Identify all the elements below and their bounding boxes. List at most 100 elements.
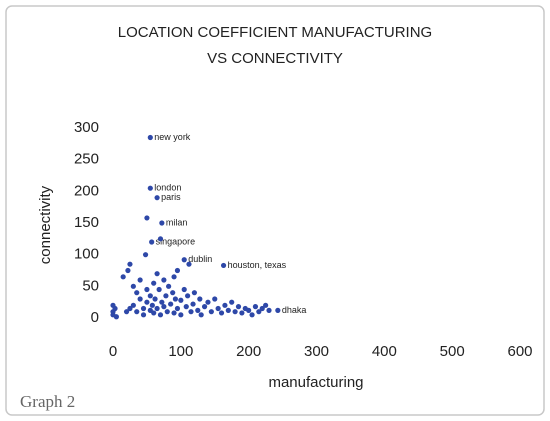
point <box>171 274 177 280</box>
point <box>161 277 167 283</box>
point <box>201 304 208 310</box>
point <box>142 252 149 258</box>
point <box>113 314 119 320</box>
point <box>256 309 262 315</box>
y-tick-label: 50 <box>82 277 99 294</box>
point <box>144 215 150 221</box>
point <box>149 239 155 245</box>
point <box>171 310 177 316</box>
point <box>134 309 140 315</box>
point <box>174 305 181 312</box>
x-axis-label: manufacturing <box>268 374 363 391</box>
point <box>163 293 169 299</box>
point <box>266 307 272 313</box>
point <box>157 236 164 242</box>
point-label: dublin <box>188 254 212 264</box>
point-label: milan <box>166 217 188 227</box>
y-tick-label: 200 <box>74 182 99 199</box>
point <box>137 296 143 302</box>
x-tick-label: 500 <box>440 343 465 360</box>
point <box>147 134 153 141</box>
point <box>263 302 269 308</box>
point <box>159 299 165 305</box>
point <box>152 296 158 302</box>
point <box>195 307 201 313</box>
point <box>220 262 227 269</box>
point <box>127 305 133 312</box>
y-tick-label: 100 <box>74 246 99 263</box>
frame <box>5 5 545 416</box>
point <box>168 301 174 307</box>
point <box>188 309 194 315</box>
point <box>159 220 165 226</box>
point <box>275 307 281 313</box>
point <box>178 312 184 318</box>
point <box>235 304 242 310</box>
point-label: dhaka <box>282 305 307 315</box>
point <box>198 312 204 318</box>
point <box>125 267 131 274</box>
point <box>166 283 172 289</box>
point <box>215 305 221 312</box>
point-label: singapore <box>156 236 196 246</box>
point <box>170 290 176 296</box>
point <box>164 309 170 315</box>
point <box>144 286 150 293</box>
point <box>161 304 167 310</box>
point <box>151 310 157 316</box>
x-tick-label: 200 <box>236 343 261 360</box>
point <box>181 257 187 263</box>
x-tick-label: 400 <box>372 343 397 360</box>
point <box>208 309 214 315</box>
point <box>151 280 157 286</box>
y-tick-label: 250 <box>74 151 99 168</box>
point <box>144 299 150 305</box>
point <box>252 304 259 310</box>
point <box>229 299 235 305</box>
point <box>239 310 245 316</box>
point <box>156 286 162 293</box>
point <box>134 290 140 296</box>
point <box>137 277 143 283</box>
point <box>157 312 164 318</box>
point <box>191 290 197 296</box>
point <box>147 185 153 191</box>
point <box>186 261 192 267</box>
y-axis-label: connectivity <box>37 185 54 264</box>
caption: Graph 2 <box>20 392 75 411</box>
point-label: new york <box>154 132 191 142</box>
x-tick-label: 300 <box>304 343 329 360</box>
point <box>130 302 136 308</box>
point <box>197 296 203 302</box>
point <box>149 302 155 308</box>
point <box>181 286 187 293</box>
y-tick-label: 300 <box>74 119 99 136</box>
x-tick-label: 600 <box>507 343 532 360</box>
point <box>218 310 225 316</box>
point <box>183 304 189 310</box>
point <box>154 271 160 277</box>
point <box>246 307 252 313</box>
point <box>249 312 255 318</box>
y-tick-label: 0 <box>91 309 99 326</box>
point-label: paris <box>161 192 181 202</box>
point <box>172 296 179 302</box>
point <box>225 307 231 313</box>
y-tick-label: 150 <box>74 214 99 231</box>
point <box>212 296 218 302</box>
point-label: london <box>154 183 181 193</box>
point <box>147 293 153 299</box>
point <box>205 299 211 305</box>
point <box>127 261 133 267</box>
point <box>112 305 118 312</box>
chart-title: LOCATION COEFFICIENT MANUFACTURING <box>118 24 432 41</box>
point <box>123 309 130 315</box>
point <box>185 293 191 299</box>
point <box>222 302 228 308</box>
point <box>154 305 160 312</box>
point <box>120 274 126 280</box>
chart-subtitle: VS CONNECTIVITY <box>207 50 343 67</box>
point <box>178 297 184 303</box>
point <box>140 305 147 312</box>
